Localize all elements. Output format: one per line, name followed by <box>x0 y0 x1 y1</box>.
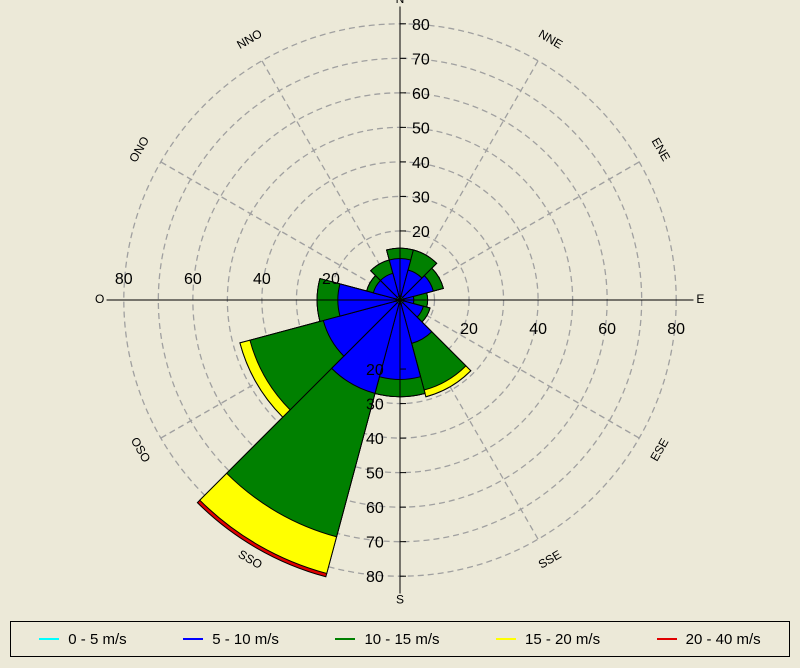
grid-spoke <box>399 299 539 540</box>
legend-item-5-10: 5 - 10 m/s <box>183 631 279 648</box>
direction-label-sse: SSE <box>536 547 564 571</box>
legend-label: 10 - 15 m/s <box>364 630 440 648</box>
grid-spoke <box>160 299 401 439</box>
legend-item-20-40: 20 - 40 m/s <box>656 630 761 648</box>
legend-label: 15 - 20 m/s <box>525 630 601 648</box>
sector-oso-class-1 <box>322 299 402 357</box>
legend-label: 0 - 5 m/s <box>68 630 127 648</box>
wind-rose-chart: 20 20 30 30 40 40 50 50 60 60 70 70 80 80 20 20 40 40 60 60… <box>95 0 704 607</box>
tick-label-north: 30 <box>412 189 430 206</box>
grid-spoke <box>399 161 640 301</box>
direction-label-o: O <box>95 292 104 306</box>
tick-label-east: 40 <box>529 321 547 338</box>
legend-swatch <box>39 638 60 640</box>
tick-label-south: 30 <box>366 397 384 414</box>
direction-label-ese: ESE <box>647 436 671 464</box>
legend-label: 5 - 10 m/s <box>212 630 279 648</box>
tick-label-north: 70 <box>412 51 430 68</box>
tick-label-south: 50 <box>366 466 384 483</box>
tick-label-east: 60 <box>598 321 616 338</box>
direction-label-oso: OSO <box>128 435 153 465</box>
legend-swatch <box>656 638 677 640</box>
sector-nno-class-0 <box>396 296 401 302</box>
direction-label-e: E <box>696 292 704 306</box>
tick-label-south: 60 <box>366 500 384 517</box>
tick-label-south: 20 <box>366 362 384 379</box>
sector-nno-class-1 <box>379 272 401 302</box>
grid-spoke <box>399 60 539 301</box>
legend-swatch <box>496 638 517 640</box>
tick-label-north: 60 <box>412 86 430 103</box>
legend-label: 20 - 40 m/s <box>685 630 761 648</box>
sector-ene-class-1 <box>398 274 434 301</box>
grid-spoke <box>399 299 640 439</box>
tick-label-east: 80 <box>667 321 685 338</box>
legend-swatch <box>183 638 204 640</box>
tick-label-north: 80 <box>412 17 430 34</box>
grid-spoke <box>261 60 401 301</box>
legend-swatch <box>335 638 356 640</box>
tick-label-south: 80 <box>366 569 384 586</box>
tick-label-south: 40 <box>366 431 384 448</box>
direction-label-nne: NNE <box>536 27 565 52</box>
legend: 0 - 5 m/s 5 - 10 m/s 10 - 15 m/s 15 - 20… <box>10 621 790 657</box>
tick-label-north: 40 <box>412 155 430 172</box>
direction-label-s: S <box>396 593 404 607</box>
direction-label-ene: ENE <box>649 135 673 163</box>
tick-label-west: 80 <box>115 271 133 288</box>
tick-label-south: 70 <box>366 535 384 552</box>
tick-label-west: 20 <box>322 271 340 288</box>
direction-label-ono: ONO <box>126 134 152 165</box>
tick-label-east: 20 <box>460 321 478 338</box>
direction-label-n: N <box>396 0 405 6</box>
tick-label-west: 60 <box>184 271 202 288</box>
tick-label-north: 20 <box>412 224 430 241</box>
tick-label-north: 50 <box>412 120 430 137</box>
grid-spoke <box>160 161 401 301</box>
tick-label-west: 40 <box>253 271 271 288</box>
legend-item-0-5: 0 - 5 m/s <box>39 630 127 648</box>
legend-item-15-20: 15 - 20 m/s <box>496 631 600 648</box>
direction-label-nno: NNO <box>234 26 264 51</box>
legend-item-10-15: 10 - 15 m/s <box>335 631 439 648</box>
sector-sso-class-1 <box>330 298 401 394</box>
